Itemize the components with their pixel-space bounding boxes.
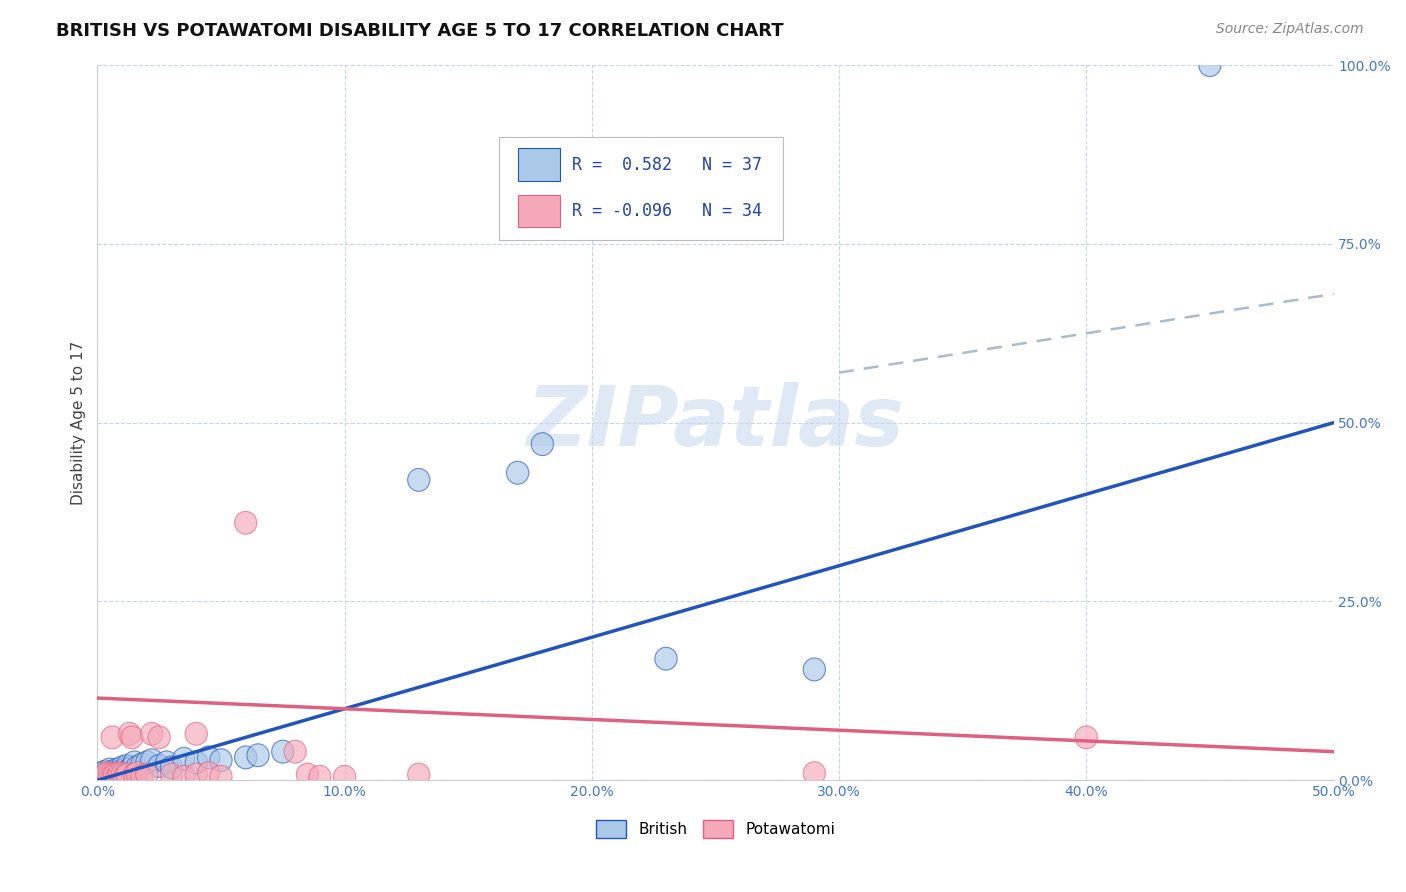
FancyBboxPatch shape [517,194,560,227]
Ellipse shape [104,764,125,786]
Ellipse shape [105,758,128,781]
Ellipse shape [115,755,138,778]
Ellipse shape [118,723,141,745]
Ellipse shape [803,658,825,681]
Ellipse shape [131,753,153,776]
Ellipse shape [124,751,146,774]
Ellipse shape [408,764,430,786]
Ellipse shape [94,760,115,783]
Ellipse shape [118,758,141,781]
Text: ZIPatlas: ZIPatlas [526,382,904,463]
Ellipse shape [135,764,157,786]
Ellipse shape [173,747,195,771]
Ellipse shape [91,762,114,785]
Ellipse shape [197,746,219,769]
Ellipse shape [408,468,430,491]
Ellipse shape [186,723,207,745]
Ellipse shape [105,764,128,786]
Ellipse shape [156,751,177,774]
Ellipse shape [803,762,825,785]
FancyBboxPatch shape [499,136,783,240]
Ellipse shape [111,764,134,786]
Ellipse shape [94,764,115,786]
Y-axis label: Disability Age 5 to 17: Disability Age 5 to 17 [72,341,86,505]
Ellipse shape [148,755,170,778]
Ellipse shape [111,756,134,779]
Ellipse shape [235,746,257,769]
Ellipse shape [91,765,114,789]
Ellipse shape [101,760,124,783]
Ellipse shape [141,748,163,772]
Text: Source: ZipAtlas.com: Source: ZipAtlas.com [1216,22,1364,37]
Ellipse shape [333,765,356,789]
Ellipse shape [531,433,554,456]
Ellipse shape [186,764,207,786]
FancyBboxPatch shape [517,148,560,181]
Ellipse shape [101,764,124,788]
Ellipse shape [1076,726,1098,748]
Ellipse shape [114,758,135,781]
Ellipse shape [1199,54,1220,77]
Ellipse shape [247,744,269,767]
Ellipse shape [160,756,183,779]
Ellipse shape [96,762,118,785]
Ellipse shape [121,756,143,779]
Ellipse shape [506,461,529,484]
Ellipse shape [173,765,195,789]
Ellipse shape [309,765,330,789]
Ellipse shape [209,748,232,772]
Ellipse shape [125,756,148,779]
Ellipse shape [98,758,121,781]
Ellipse shape [284,740,307,764]
Ellipse shape [96,764,118,786]
Ellipse shape [114,765,135,789]
Ellipse shape [141,723,163,745]
Ellipse shape [125,762,148,785]
Ellipse shape [124,764,146,786]
Ellipse shape [98,762,121,785]
Ellipse shape [197,762,219,785]
Ellipse shape [121,726,143,748]
Ellipse shape [104,762,125,785]
Ellipse shape [160,764,183,786]
Ellipse shape [297,764,319,786]
Ellipse shape [148,726,170,748]
Ellipse shape [115,764,138,786]
Ellipse shape [131,765,153,789]
Text: R = -0.096   N = 34: R = -0.096 N = 34 [572,202,762,220]
Ellipse shape [108,762,131,785]
Ellipse shape [235,511,257,534]
Ellipse shape [111,764,134,786]
Legend: British, Potawatomi: British, Potawatomi [589,814,841,844]
Text: BRITISH VS POTAWATOMI DISABILITY AGE 5 TO 17 CORRELATION CHART: BRITISH VS POTAWATOMI DISABILITY AGE 5 T… [56,22,785,40]
Ellipse shape [105,765,128,789]
Ellipse shape [108,760,131,783]
Ellipse shape [209,765,232,789]
Ellipse shape [135,751,157,774]
Ellipse shape [271,740,294,764]
Ellipse shape [655,648,678,670]
Ellipse shape [101,726,124,748]
Ellipse shape [186,751,207,774]
Text: R =  0.582   N = 37: R = 0.582 N = 37 [572,155,762,174]
Ellipse shape [98,764,121,786]
